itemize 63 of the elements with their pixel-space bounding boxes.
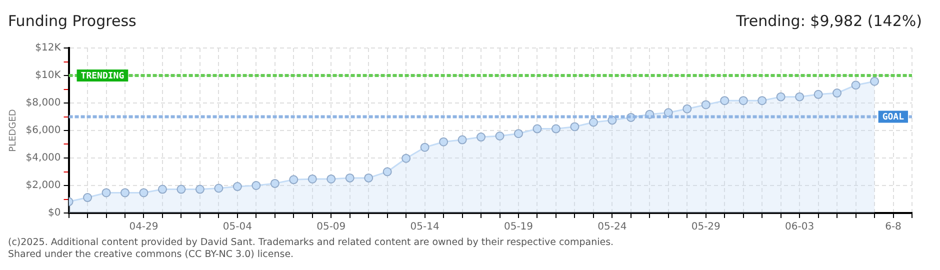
point [102, 188, 111, 198]
point [495, 132, 504, 140]
point [176, 184, 186, 194]
point [232, 182, 242, 192]
x-tick-label: 6-8 [885, 222, 902, 233]
point [514, 129, 523, 138]
y-tick-label: $0 [48, 208, 61, 219]
point [402, 154, 411, 163]
y-tick-label: $10K [35, 70, 62, 82]
point [214, 184, 224, 193]
y-tick-label: $4,000 [26, 152, 61, 164]
point [252, 181, 261, 190]
y-tick-label: $2,000 [26, 180, 61, 192]
point [308, 174, 317, 184]
x-tick-label: 05-19 [504, 222, 534, 233]
point [139, 188, 148, 198]
text: (c)2025. Additional content provided by David Sant. Trademarks and related content are owned by their respective companies. [8, 237, 614, 249]
x-tick-label: 05-04 [222, 222, 252, 233]
point [458, 135, 467, 144]
y-axis-title: PLEDGED [8, 109, 19, 152]
point [832, 88, 842, 98]
point [270, 178, 280, 188]
chart-title: Funding Progress [8, 12, 136, 30]
y-tick-label: $6,000 [26, 125, 61, 136]
point [326, 174, 336, 184]
point [701, 100, 710, 110]
point [158, 184, 167, 194]
text: Shared under the creative commons (CC BY-NC 3.0) license. [8, 249, 295, 261]
point [551, 124, 560, 134]
point [851, 80, 860, 90]
y-tick-label: $12K [35, 42, 62, 54]
point [758, 96, 767, 106]
point [476, 132, 486, 142]
point [682, 104, 692, 114]
point [120, 188, 130, 198]
point [664, 108, 673, 118]
x-tick-label: 05-09 [316, 222, 346, 233]
point [382, 167, 392, 176]
point [289, 175, 298, 184]
point [83, 193, 92, 202]
point [195, 184, 204, 194]
point [532, 124, 542, 134]
point [720, 96, 730, 106]
x-tick-label: 05-14 [410, 222, 440, 233]
x-tick-label: 05-24 [598, 222, 627, 233]
point [814, 90, 823, 99]
point [588, 118, 598, 127]
point [776, 92, 786, 102]
point [795, 92, 804, 102]
point [420, 142, 430, 152]
point [738, 96, 748, 106]
y-tick-label: $8,000 [26, 98, 61, 109]
ref-line-label: GOAL [882, 112, 905, 123]
x-tick-label: 04-29 [129, 222, 158, 233]
point [439, 137, 448, 146]
point [345, 173, 354, 182]
x-tick-label: 05-29 [691, 222, 720, 233]
point [364, 173, 374, 182]
ref-line-label: TRENDING [80, 71, 124, 82]
text: Trending: $9,982 (142%) [736, 12, 922, 30]
x-tick-label: 06-03 [785, 222, 814, 233]
point [570, 122, 580, 132]
point [870, 76, 880, 86]
